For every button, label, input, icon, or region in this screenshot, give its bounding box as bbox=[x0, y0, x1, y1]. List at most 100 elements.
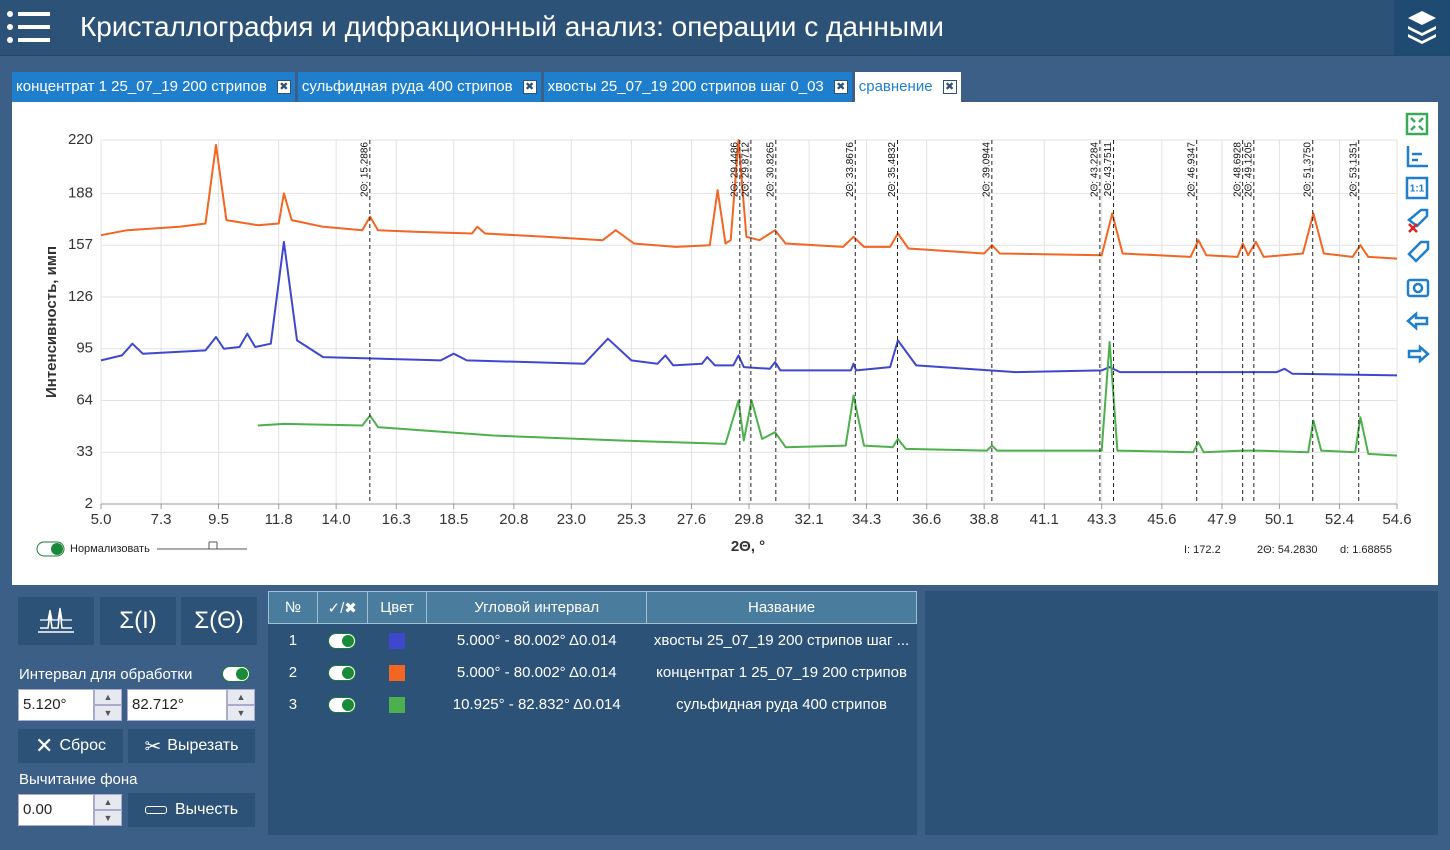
table-body: 1 5.000° - 80.002° Δ0.014 хвосты 25_07_19 … bbox=[269, 624, 917, 721]
sum-angle-button[interactable]: Σ(Θ) bbox=[181, 597, 257, 645]
x-tick-label: 52.4 bbox=[1325, 511, 1354, 528]
details-panel bbox=[925, 591, 1438, 835]
back-button[interactable] bbox=[1406, 311, 1429, 331]
header: Кристаллография и дифракционный анализ: … bbox=[0, 0, 1450, 56]
readout-angle: 2Θ: 54.2830 bbox=[1257, 544, 1318, 556]
spin-up[interactable]: ▲ bbox=[94, 794, 122, 810]
spin-up[interactable]: ▲ bbox=[227, 689, 255, 705]
column-header: № bbox=[268, 591, 318, 624]
column-header: Название bbox=[646, 591, 917, 624]
x-tick-label: 41.1 bbox=[1030, 511, 1059, 528]
table-header: № ✓/✖ Цвет Угловой интервал Название bbox=[268, 591, 917, 624]
spin-down[interactable]: ▼ bbox=[227, 705, 255, 721]
y-tick-label: 95 bbox=[76, 340, 93, 357]
visibility-toggle[interactable] bbox=[328, 664, 357, 681]
peak-label: 2Θ: 29.4486 bbox=[729, 142, 740, 197]
peak-label: 2Θ: 15.2886 bbox=[359, 142, 370, 197]
spin-down[interactable]: ▼ bbox=[94, 705, 122, 721]
peak-label: 2Θ: 43.7511 bbox=[1103, 142, 1114, 197]
tab-close[interactable]: ✖ bbox=[276, 80, 291, 94]
visibility-toggle[interactable] bbox=[328, 696, 357, 713]
x-axis-label: 2Θ, ° bbox=[731, 538, 765, 555]
spin-up[interactable]: ▲ bbox=[94, 689, 122, 705]
svg-text:1:1: 1:1 bbox=[1410, 184, 1425, 195]
spin-down[interactable]: ▼ bbox=[94, 810, 122, 826]
x-tick-label: 11.8 bbox=[265, 511, 293, 528]
sum-intensity-button[interactable]: Σ(I) bbox=[100, 597, 176, 645]
interval-from-input[interactable]: 5.120° bbox=[18, 689, 94, 721]
readout-intensity: I: 172.2 bbox=[1184, 544, 1221, 556]
reset-label: Сброс bbox=[59, 737, 106, 754]
series-line bbox=[257, 341, 1398, 457]
zoom-fit-button[interactable] bbox=[1405, 112, 1429, 136]
table-row[interactable]: 1 5.000° - 80.002° Δ0.014 хвосты 25_07_19 … bbox=[269, 624, 917, 657]
layers-button[interactable] bbox=[1394, 0, 1450, 55]
chart: 2Θ, ° Интенсивность, имп Нормализовать I… bbox=[36, 112, 1430, 557]
scale-1-1-button[interactable]: 1:1 bbox=[1405, 176, 1429, 200]
remove-labels-button[interactable] bbox=[1406, 208, 1429, 233]
y-tick-label: 2 bbox=[85, 495, 93, 512]
cut-icon: ✂ bbox=[144, 735, 162, 758]
snapshot-button[interactable] bbox=[1406, 278, 1430, 298]
x-tick-label: 23.0 bbox=[557, 511, 586, 528]
tab-close[interactable]: ✖ bbox=[833, 80, 848, 94]
y-tick-label: 157 bbox=[68, 236, 93, 253]
angle-interval: 10.925° - 82.832° Δ0.014 bbox=[452, 695, 621, 713]
x-tick-label: 7.3 bbox=[151, 511, 172, 528]
normalize-toggle[interactable] bbox=[36, 541, 65, 557]
table-row[interactable]: 2 5.000° - 80.002° Δ0.014 концентрат 1 25_… bbox=[269, 656, 917, 688]
x-tick-label: 34.3 bbox=[852, 511, 881, 528]
x-tick-label: 25.3 bbox=[617, 511, 646, 528]
background-input[interactable]: 0.00 bbox=[18, 794, 94, 826]
peak-label: 2Θ: 39.0944 bbox=[981, 142, 992, 197]
x-tick-label: 32.1 bbox=[794, 511, 823, 528]
tab[interactable]: сульфидная руда 400 стрипов ✖ bbox=[297, 72, 541, 102]
tab-close[interactable]: ✖ bbox=[522, 80, 537, 94]
visibility-cell bbox=[317, 688, 367, 720]
tab[interactable]: сравнение ✖ bbox=[854, 72, 961, 102]
angle-interval: 5.000° - 80.002° Δ0.014 bbox=[456, 631, 617, 649]
y-axis-label: Интенсивность, имп bbox=[43, 246, 60, 398]
background-label: Вычитание фона bbox=[19, 771, 138, 788]
menu-icon[interactable] bbox=[6, 10, 52, 46]
labels-button[interactable] bbox=[1407, 240, 1430, 263]
table-row[interactable]: 3 10.925° - 82.832° Δ0.014 сульфидная руда… bbox=[269, 688, 917, 720]
peak-label: 2Θ: 48.6928 bbox=[1232, 142, 1243, 197]
normalize-label: Нормализовать bbox=[70, 543, 150, 555]
color-swatch[interactable] bbox=[389, 632, 406, 649]
y-tick-label: 64 bbox=[76, 391, 93, 408]
y-tick-label: 188 bbox=[68, 184, 93, 201]
color-cell bbox=[367, 624, 427, 657]
visibility-toggle[interactable] bbox=[328, 632, 357, 649]
peak-label: 2Θ: 35.4832 bbox=[887, 142, 898, 197]
y-tick-label: 33 bbox=[76, 443, 93, 460]
normalize-slider[interactable] bbox=[157, 541, 247, 550]
visibility-cell bbox=[317, 656, 367, 688]
x-tick-label: 16.3 bbox=[382, 511, 411, 528]
color-swatch[interactable] bbox=[389, 664, 406, 681]
spectra-button[interactable] bbox=[18, 597, 94, 645]
forward-button[interactable] bbox=[1407, 344, 1430, 364]
tab-label: сравнение bbox=[858, 78, 933, 95]
tab-label: концентрат 1 25_07_19 200 стрипов bbox=[16, 78, 267, 95]
axes-button[interactable] bbox=[1406, 146, 1428, 168]
color-swatch[interactable] bbox=[389, 696, 406, 713]
data-table: № ✓/✖ Цвет Угловой интервал Название 1 5.000°… bbox=[268, 591, 917, 720]
reset-button[interactable]: ✕ Сброс bbox=[18, 729, 123, 763]
subtract-button[interactable]: Вычесть bbox=[128, 793, 255, 827]
tab[interactable]: хвосты 25_07_19 200 стрипов шаг 0_03 ✖ bbox=[543, 72, 852, 102]
interval-to-input[interactable]: 82.712° bbox=[127, 689, 227, 721]
x-tick-label: 5.0 bbox=[91, 511, 112, 528]
spectrum-name: хвосты 25_07_19 200 стрипов шаг ... bbox=[653, 631, 910, 649]
tab[interactable]: концентрат 1 25_07_19 200 стрипов ✖ bbox=[12, 72, 295, 102]
tab-close[interactable]: ✖ bbox=[942, 80, 957, 94]
x-tick-label: 38.8 bbox=[970, 511, 999, 528]
cut-button[interactable]: ✂ Вырезать bbox=[128, 729, 255, 763]
interval-toggle[interactable] bbox=[222, 665, 250, 682]
x-tick-label: 47.9 bbox=[1207, 511, 1236, 528]
chart-panel: 2Θ, ° Интенсивность, имп Нормализовать I… bbox=[12, 102, 1438, 585]
subtract-label: Вычесть bbox=[174, 801, 239, 818]
y-tick-label: 220 bbox=[68, 131, 93, 148]
readout-d: d: 1.68855 bbox=[1340, 544, 1392, 556]
